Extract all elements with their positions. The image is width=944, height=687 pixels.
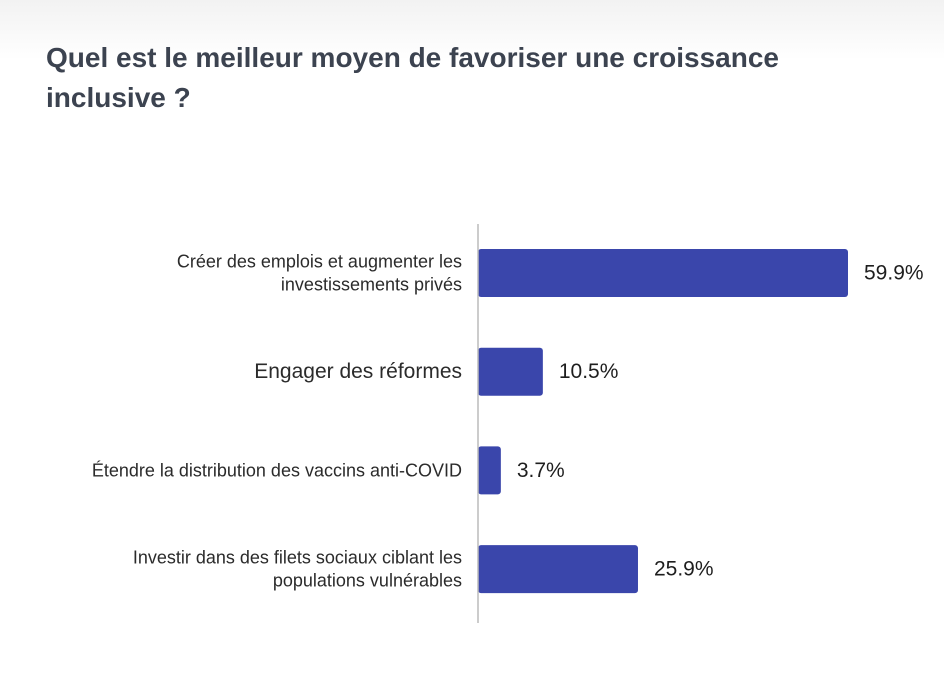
bars-group — [478, 249, 848, 594]
category-label-line: populations vulnérables — [273, 571, 462, 591]
value-label-2: 10.5% — [559, 360, 619, 383]
category-labels-group: Créer des emplois et augmenter les invest… — [92, 252, 462, 591]
bar-1 — [478, 249, 848, 297]
category-label-1: Créer des emplois et augmenter les invest… — [177, 252, 462, 295]
bar-2 — [478, 347, 543, 396]
category-label-line: Créer des emplois et augmenter les — [177, 252, 462, 272]
value-label-3: 3.7% — [517, 459, 565, 482]
category-label-line: Étendre la distribution des vaccins anti… — [92, 460, 462, 480]
category-label-line: Engager des réformes — [254, 360, 462, 383]
value-labels-group: 59.9% 10.5% 3.7% 25.9% — [517, 262, 924, 581]
bar-3 — [478, 446, 501, 495]
chart-title: Quel est le meilleur moyen de favoriser … — [46, 42, 779, 113]
value-label-4: 25.9% — [654, 558, 714, 581]
category-label-3: Étendre la distribution des vaccins anti… — [92, 460, 462, 480]
category-label-2: Engager des réformes — [254, 360, 462, 383]
category-label-line: investissements privés — [281, 275, 462, 295]
value-label-1: 59.9% — [864, 262, 924, 285]
category-label-4: Investir dans des filets sociaux ciblant… — [133, 548, 462, 591]
bar-4 — [478, 545, 638, 594]
category-label-line: Investir dans des filets sociaux ciblant… — [133, 548, 462, 568]
